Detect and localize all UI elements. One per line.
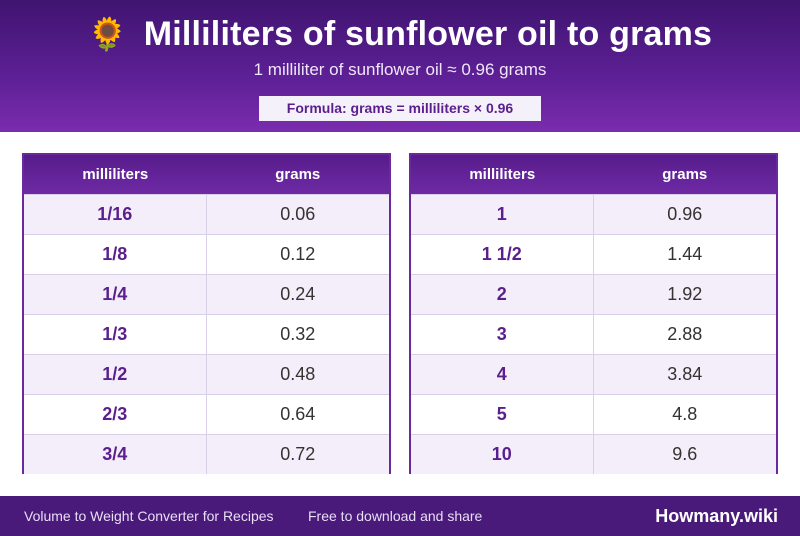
conversion-table-left: milliliters grams 1/16 0.06 1/8 0.12 1/4 0.… bbox=[22, 153, 391, 474]
grams-cell: 0.32 bbox=[280, 324, 316, 344]
milliliters-cell: 4 bbox=[411, 355, 594, 394]
table-row: 1/4 0.24 bbox=[24, 274, 389, 314]
milliliters-cell: 1 bbox=[411, 195, 594, 234]
sunflower-icon: 🌻 bbox=[87, 15, 128, 53]
column-header-milliliters: milliliters bbox=[82, 166, 149, 183]
milliliters-cell: 1/8 bbox=[24, 235, 207, 274]
milliliters-cell: 2 bbox=[411, 275, 594, 314]
brand-logo[interactable]: Howmany.wiki bbox=[655, 506, 778, 526]
table-row: 1/2 0.48 bbox=[24, 354, 389, 394]
table-body: 1/16 0.06 1/8 0.12 1/4 0.24 1/3 0.32 1/2 0.48… bbox=[24, 194, 389, 474]
grams-cell: 1.92 bbox=[667, 284, 703, 304]
footer-bar: Volume to Weight Converter for Recipes F… bbox=[0, 496, 800, 536]
conversion-table-right: milliliters grams 1 0.96 1 1/2 1.44 2 1.92 … bbox=[409, 153, 778, 474]
grams-cell: 2.88 bbox=[667, 324, 703, 344]
table-row: 1 0.96 bbox=[411, 194, 776, 234]
table-row: 4 3.84 bbox=[411, 354, 776, 394]
table-header: milliliters grams bbox=[411, 155, 776, 194]
table-row: 10 9.6 bbox=[411, 434, 776, 474]
footer-share-text: Free to download and share bbox=[308, 508, 483, 524]
grams-cell: 0.06 bbox=[280, 204, 316, 224]
grams-cell: 0.12 bbox=[280, 244, 316, 264]
column-header-grams: grams bbox=[662, 166, 708, 183]
table-row: 1 1/2 1.44 bbox=[411, 234, 776, 274]
header-banner: 🌻 Milliliters of sunflower oil to grams … bbox=[0, 0, 800, 132]
milliliters-cell: 3/4 bbox=[24, 435, 207, 474]
table-row: 2/3 0.64 bbox=[24, 394, 389, 434]
grams-cell: 4.8 bbox=[672, 404, 698, 424]
table-row: 1/3 0.32 bbox=[24, 314, 389, 354]
grams-cell: 9.6 bbox=[672, 444, 698, 464]
milliliters-cell: 3 bbox=[411, 315, 594, 354]
milliliters-cell: 1/16 bbox=[24, 195, 207, 234]
milliliters-cell: 2/3 bbox=[24, 395, 207, 434]
page-title: Milliliters of sunflower oil to grams bbox=[143, 15, 713, 53]
grams-cell: 0.48 bbox=[280, 364, 316, 384]
title-row: 🌻 Milliliters of sunflower oil to grams bbox=[0, 14, 800, 54]
column-header-milliliters: milliliters bbox=[469, 166, 536, 183]
milliliters-cell: 1/4 bbox=[24, 275, 207, 314]
grams-cell: 0.24 bbox=[280, 284, 316, 304]
table-row: 3 2.88 bbox=[411, 314, 776, 354]
table-row: 2 1.92 bbox=[411, 274, 776, 314]
table-row: 1/16 0.06 bbox=[24, 194, 389, 234]
grams-cell: 3.84 bbox=[667, 364, 703, 384]
table-row: 3/4 0.72 bbox=[24, 434, 389, 474]
grams-cell: 0.96 bbox=[667, 204, 703, 224]
milliliters-cell: 1 1/2 bbox=[411, 235, 594, 274]
grams-cell: 0.72 bbox=[280, 444, 316, 464]
milliliters-cell: 5 bbox=[411, 395, 594, 434]
grams-cell: 0.64 bbox=[280, 404, 316, 424]
column-header-grams: grams bbox=[275, 166, 321, 183]
grams-cell: 1.44 bbox=[667, 244, 703, 264]
milliliters-cell: 10 bbox=[411, 435, 594, 474]
table-header: milliliters grams bbox=[24, 155, 389, 194]
page-subtitle: 1 milliliter of sunflower oil ≈ 0.96 gra… bbox=[253, 60, 547, 79]
table-body: 1 0.96 1 1/2 1.44 2 1.92 3 2.88 4 3.84 5 4.8 1… bbox=[411, 194, 776, 474]
formula-badge: Formula: grams = milliliters × 0.96 bbox=[259, 96, 541, 121]
table-row: 1/8 0.12 bbox=[24, 234, 389, 274]
milliliters-cell: 1/3 bbox=[24, 315, 207, 354]
footer-converter-text: Volume to Weight Converter for Recipes bbox=[24, 508, 274, 524]
milliliters-cell: 1/2 bbox=[24, 355, 207, 394]
table-row: 5 4.8 bbox=[411, 394, 776, 434]
